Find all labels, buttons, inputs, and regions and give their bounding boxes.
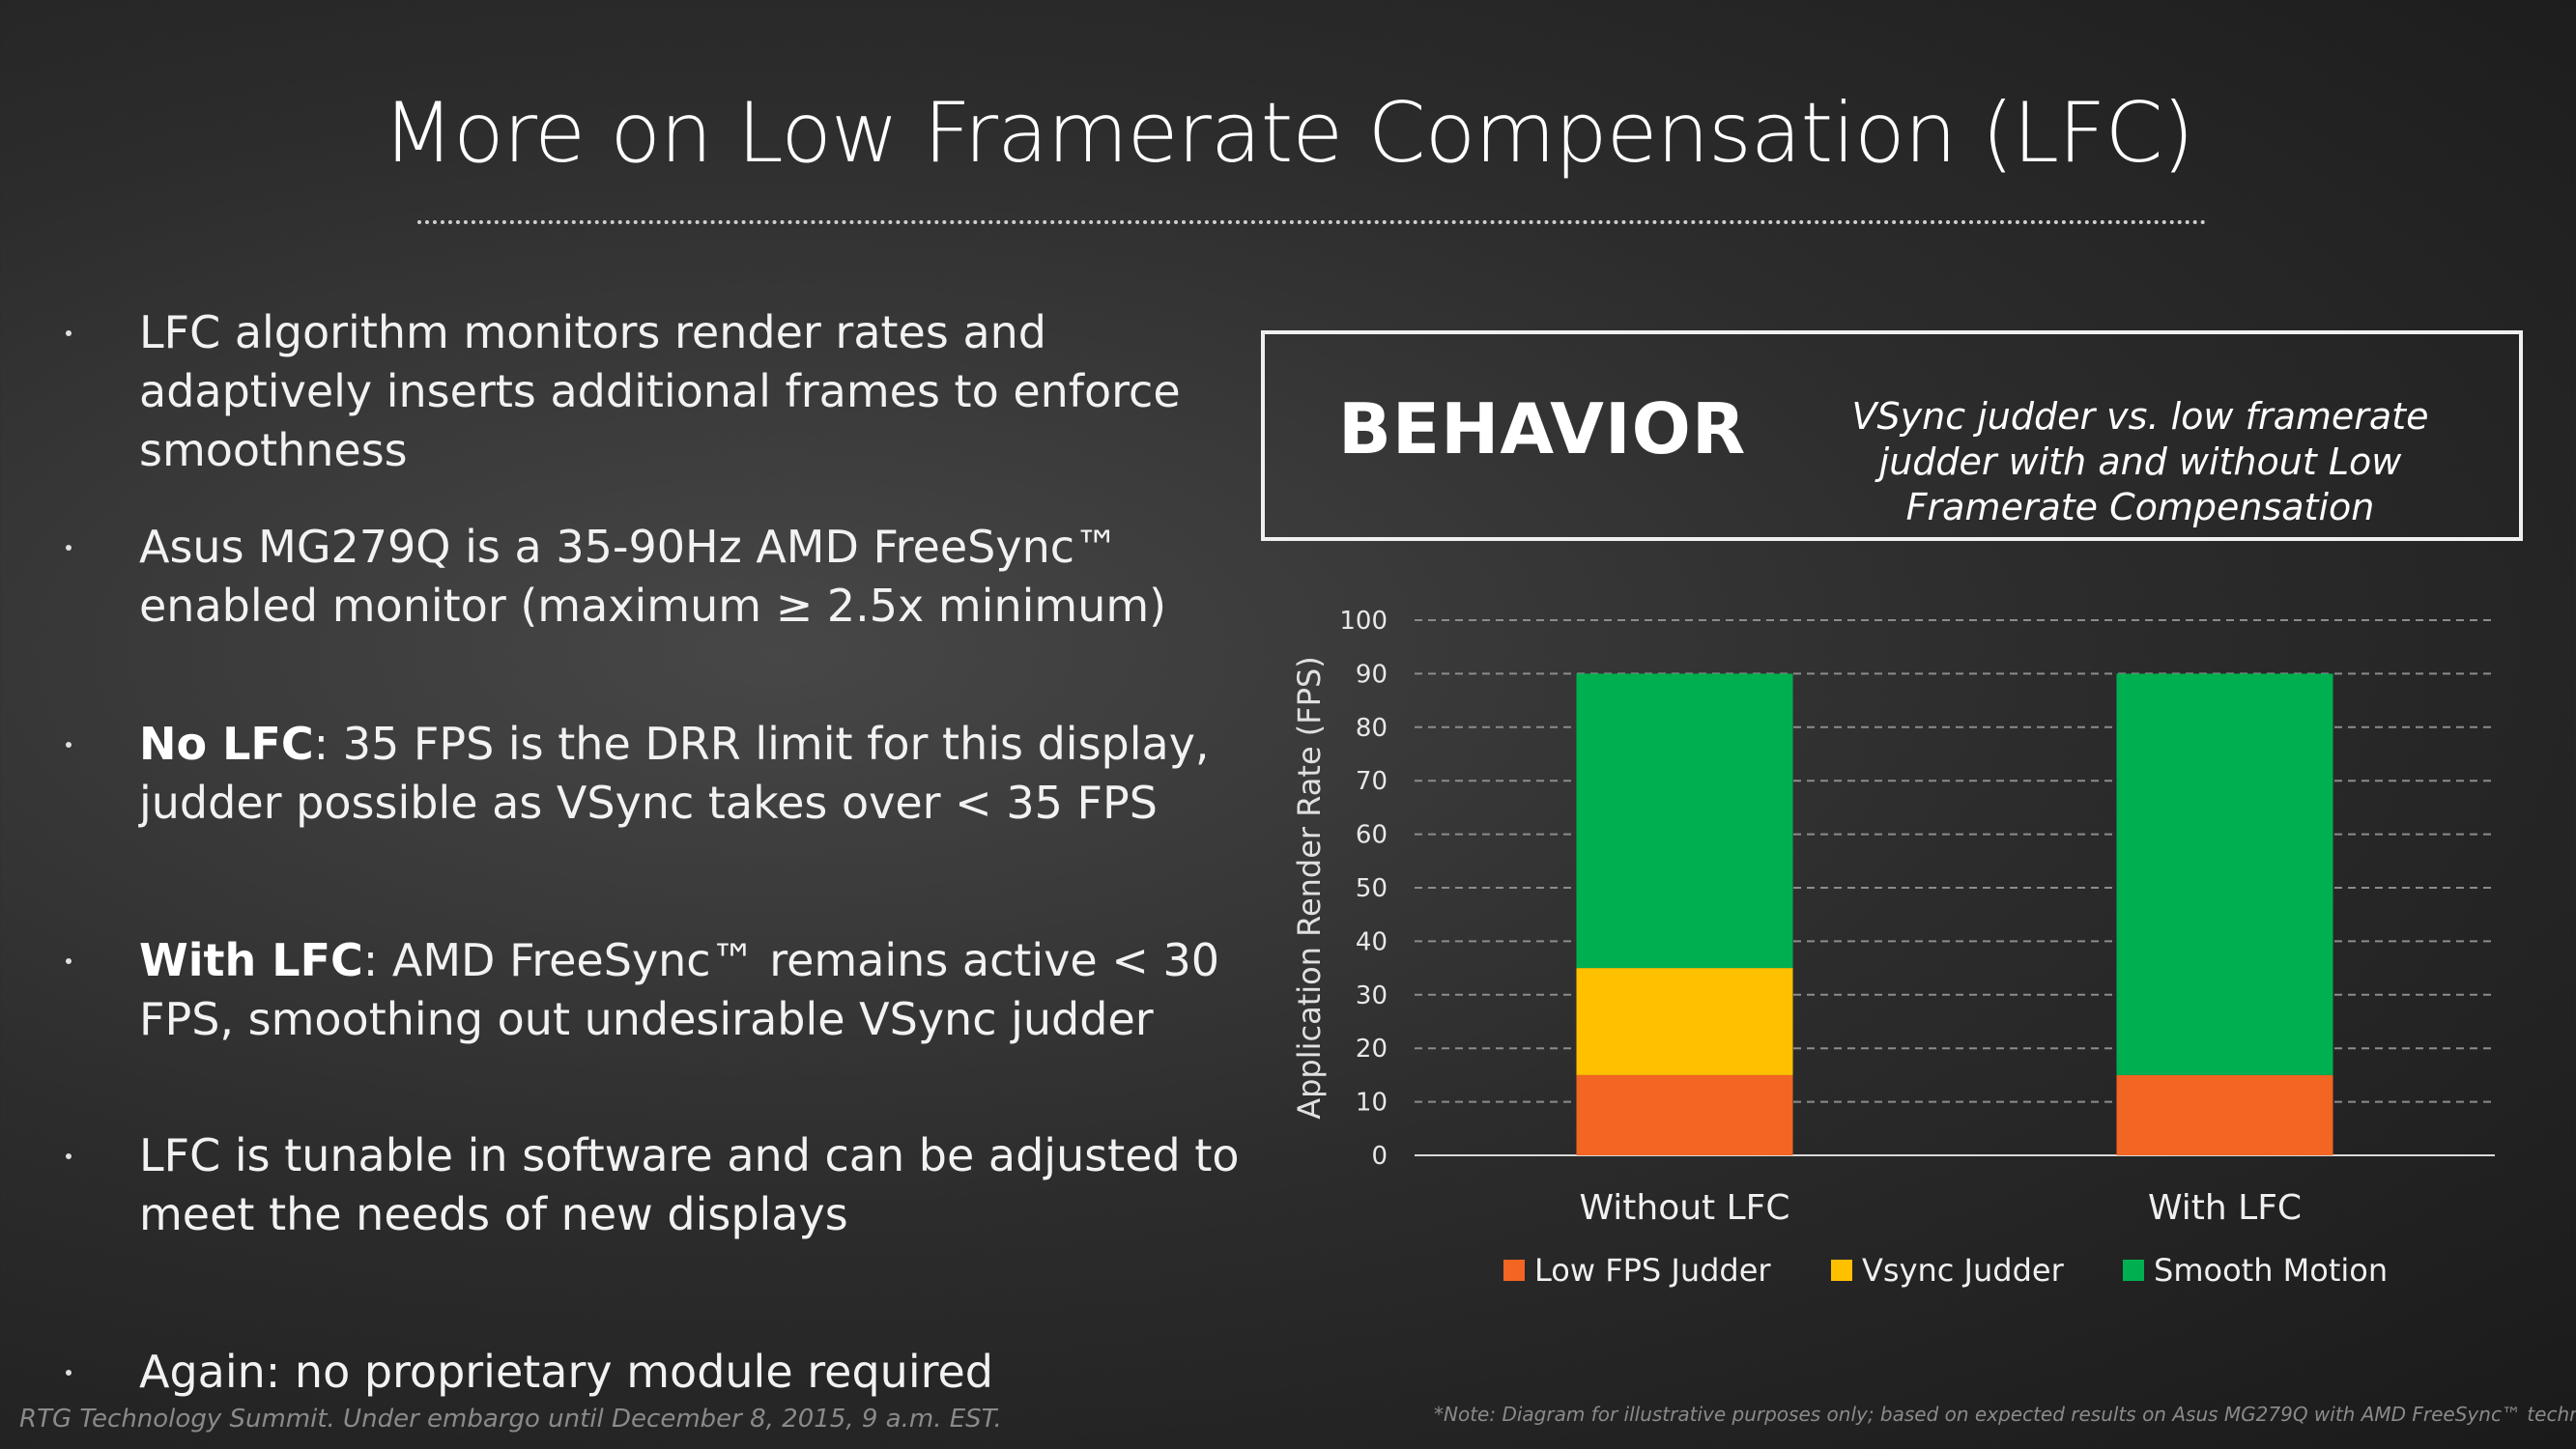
bar-segment bbox=[2116, 1074, 2333, 1155]
bullet-item: No LFC: 35 FPS is the DRR limit for this… bbox=[66, 715, 1241, 833]
footer-embargo: RTG Technology Summit. Under embargo unt… bbox=[19, 1405, 1002, 1434]
legend-label: Vsync Judder bbox=[1862, 1252, 2065, 1289]
y-tick-label: 10 bbox=[1356, 1089, 1388, 1118]
bullet-bold: No LFC bbox=[139, 718, 314, 770]
y-tick-label: 60 bbox=[1356, 821, 1388, 850]
y-tick-label: 20 bbox=[1356, 1035, 1388, 1064]
bullet-text: Again: no proprietary module required bbox=[139, 1346, 993, 1398]
y-tick-label: 80 bbox=[1356, 714, 1388, 743]
legend-label: Low FPS Judder bbox=[1534, 1252, 1771, 1289]
bullet-text: : 35 FPS is the DRR limit for this displ… bbox=[139, 718, 1210, 829]
footer-note: *Note: Diagram for illustrative purposes… bbox=[1434, 1403, 2576, 1426]
legend-swatch bbox=[2123, 1260, 2144, 1281]
title-divider bbox=[417, 220, 2207, 224]
bullet-text: LFC is tunable in software and can be ad… bbox=[139, 1129, 1240, 1240]
bullet-item: Asus MG279Q is a 35-90Hz AMD FreeSync™ e… bbox=[66, 518, 1241, 636]
bar-segment bbox=[2116, 673, 2333, 1075]
bullet-dot-icon bbox=[66, 742, 72, 748]
y-tick-label: 100 bbox=[1339, 607, 1388, 636]
slide-title: More on Low Framerate Compensation (LFC) bbox=[382, 85, 2194, 182]
panel-heading: BEHAVIOR bbox=[1338, 388, 1747, 469]
x-category-label: Without LFC bbox=[1579, 1188, 1789, 1228]
bullet-dot-icon bbox=[66, 958, 72, 964]
y-axis-title: Application Render Rate (FPS) bbox=[1291, 656, 1328, 1120]
bar-segment bbox=[1576, 1074, 1793, 1155]
bullet-dot-icon bbox=[66, 545, 72, 551]
behavior-panel: BEHAVIOR VSync judder vs. low framerate … bbox=[1261, 330, 2523, 541]
y-tick-label: 40 bbox=[1356, 927, 1388, 956]
legend-swatch bbox=[1831, 1260, 1852, 1281]
y-tick-label: 90 bbox=[1356, 660, 1388, 689]
bullet-text: : AMD FreeSync™ remains active < 30 FPS,… bbox=[139, 934, 1220, 1045]
x-category-label: With LFC bbox=[2148, 1188, 2302, 1228]
y-tick-label: 70 bbox=[1356, 767, 1388, 796]
bullet-item: LFC is tunable in software and can be ad… bbox=[66, 1126, 1241, 1244]
bullet-item: LFC algorithm monitors render rates and … bbox=[66, 303, 1241, 480]
bar-segment bbox=[1576, 968, 1793, 1075]
bullet-dot-icon bbox=[66, 1370, 72, 1376]
legend-swatch bbox=[1503, 1260, 1525, 1281]
y-tick-label: 30 bbox=[1356, 981, 1388, 1010]
legend-label: Smooth Motion bbox=[2154, 1252, 2388, 1289]
bullet-item: With LFC: AMD FreeSync™ remains active <… bbox=[66, 931, 1241, 1049]
y-tick-label: 50 bbox=[1356, 874, 1388, 903]
bullet-dot-icon bbox=[66, 1153, 72, 1159]
bullet-item: Again: no proprietary module required bbox=[66, 1343, 1241, 1402]
bullet-dot-icon bbox=[66, 330, 72, 336]
stacked-bar-chart: 0 10 20 30 40 50 60 70 80 90 100 Application Render… bbox=[1291, 607, 2495, 1289]
bullet-bold: With LFC bbox=[139, 934, 363, 986]
bullet-text: LFC algorithm monitors render rates and … bbox=[139, 306, 1181, 476]
y-tick-label: 0 bbox=[1371, 1142, 1388, 1171]
bullet-text: Asus MG279Q is a 35-90Hz AMD FreeSync™ e… bbox=[139, 521, 1167, 632]
bar-segment bbox=[1576, 673, 1793, 969]
panel-subtitle: VSync judder vs. low framerate judder wi… bbox=[1851, 395, 2429, 528]
